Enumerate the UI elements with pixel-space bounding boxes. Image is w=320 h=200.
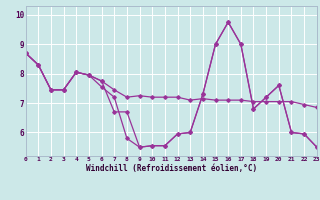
X-axis label: Windchill (Refroidissement éolien,°C): Windchill (Refroidissement éolien,°C) [86,164,257,173]
